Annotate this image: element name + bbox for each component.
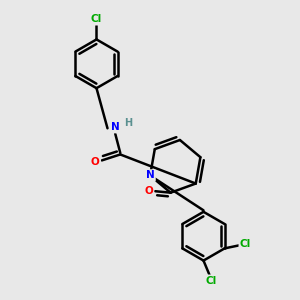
Text: Cl: Cl: [205, 276, 217, 286]
Text: N: N: [146, 170, 154, 181]
Text: Cl: Cl: [91, 14, 102, 24]
Text: Cl: Cl: [240, 239, 251, 249]
Text: N: N: [111, 122, 120, 132]
Text: O: O: [144, 186, 153, 196]
Text: O: O: [91, 157, 100, 167]
Text: H: H: [124, 118, 132, 128]
